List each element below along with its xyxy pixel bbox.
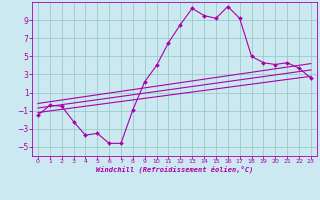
X-axis label: Windchill (Refroidissement éolien,°C): Windchill (Refroidissement éolien,°C) [96,166,253,173]
